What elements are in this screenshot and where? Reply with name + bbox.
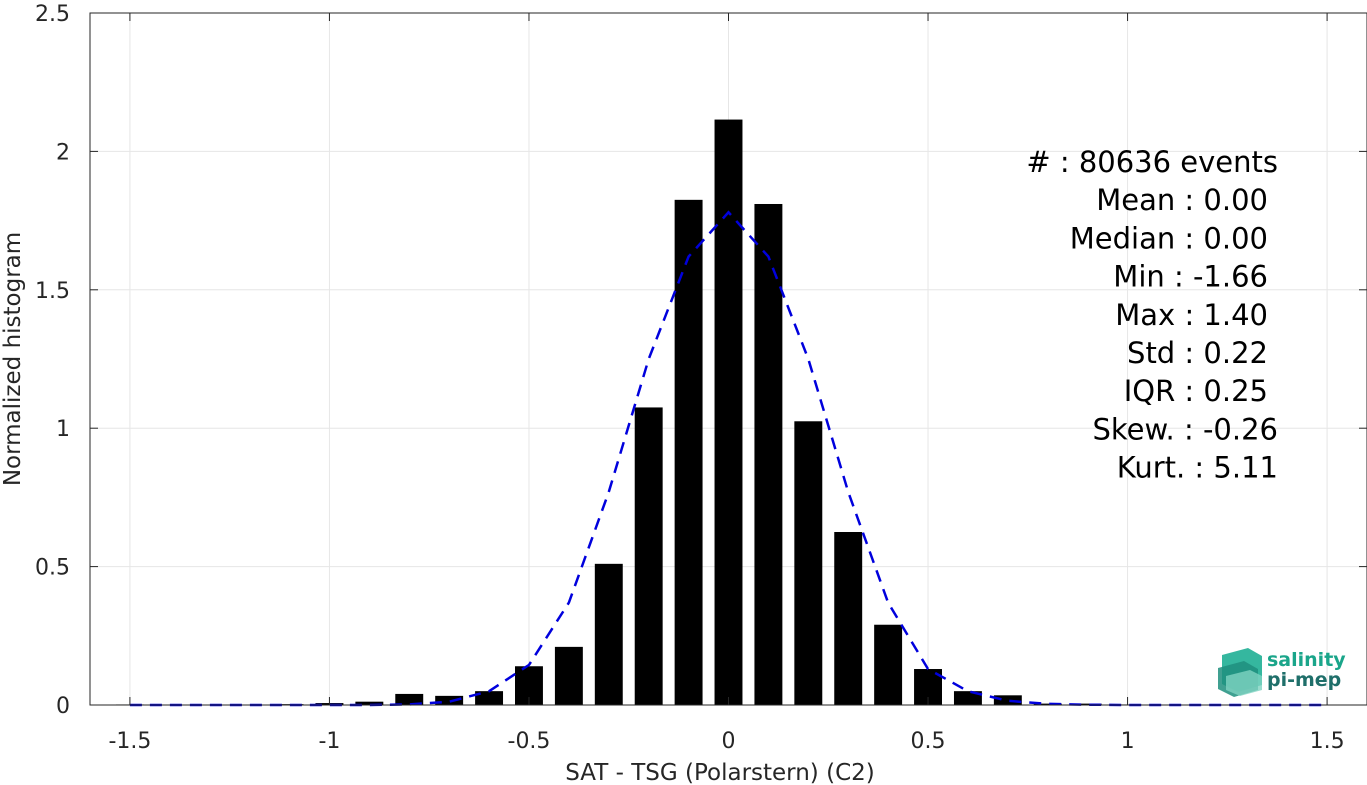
y-tick-label: 0 xyxy=(56,694,70,719)
x-tick-label: -1.5 xyxy=(108,729,151,754)
histogram-bar xyxy=(714,119,743,706)
y-tick-label: 2.5 xyxy=(35,2,70,27)
stat-line: Skew. : -0.26 xyxy=(1092,412,1278,446)
x-axis-label: SAT - TSG (Polarstern) (C2) xyxy=(565,760,874,785)
stats-panel: # : 80636 events Mean : 0.00 Median : 0.00… xyxy=(1026,145,1278,485)
x-tick-label: 0 xyxy=(722,729,736,754)
logo-line1: salinity xyxy=(1267,649,1346,671)
stat-line: IQR : 0.25 xyxy=(1124,374,1268,408)
salinity-pi-mep-logo: salinity pi-mep xyxy=(1218,648,1346,697)
stat-line: Kurt. : 5.11 xyxy=(1117,451,1278,485)
histogram-bar xyxy=(874,624,903,705)
x-tick-label: 1 xyxy=(1121,729,1135,754)
waves-icon xyxy=(1218,648,1262,697)
histogram-bar xyxy=(1033,703,1062,705)
histogram-bar xyxy=(435,695,464,705)
stat-line: Median : 0.00 xyxy=(1070,221,1268,255)
y-axis-label: Normalized histogram xyxy=(0,232,26,486)
histogram-bars xyxy=(115,119,1182,706)
histogram-bar xyxy=(834,532,863,705)
fit-curve xyxy=(129,210,1328,707)
y-tick-label: 1.5 xyxy=(35,279,70,304)
x-tick-label: -1 xyxy=(318,729,340,754)
x-tick-label: 0.5 xyxy=(911,729,946,754)
histogram-bar xyxy=(355,701,384,705)
histogram-bar xyxy=(634,407,663,705)
histogram-bar xyxy=(554,646,583,705)
y-tick-label: 0.5 xyxy=(35,556,70,581)
stat-line: Min : -1.66 xyxy=(1113,260,1268,294)
logo-line2: pi-mep xyxy=(1267,669,1341,691)
histogram-bar xyxy=(674,199,703,705)
histogram-bar xyxy=(794,421,823,705)
x-tick-label: -0.5 xyxy=(508,729,551,754)
histogram-bar xyxy=(395,693,424,705)
stat-line: Std : 0.22 xyxy=(1127,336,1268,370)
histogram-bar xyxy=(754,203,783,705)
stat-line: # : 80636 events xyxy=(1026,145,1278,179)
stat-line: Max : 1.40 xyxy=(1115,298,1268,332)
histogram-bar xyxy=(1073,703,1102,705)
stat-line: Mean : 0.00 xyxy=(1096,183,1268,217)
histogram-bar xyxy=(475,691,504,705)
histogram-bar xyxy=(993,695,1022,705)
y-tick-label: 2 xyxy=(56,140,70,165)
histogram-bar xyxy=(594,563,623,705)
x-tick-label: 1.5 xyxy=(1310,729,1345,754)
y-axis-ticks: 0 0.5 1 1.5 2 2.5 xyxy=(35,2,1367,719)
histogram-bar xyxy=(953,691,982,705)
y-tick-label: 1 xyxy=(56,417,70,442)
x-axis-ticks: -1.5 -1 -0.5 0 0.5 1 1.5 xyxy=(108,13,1345,754)
